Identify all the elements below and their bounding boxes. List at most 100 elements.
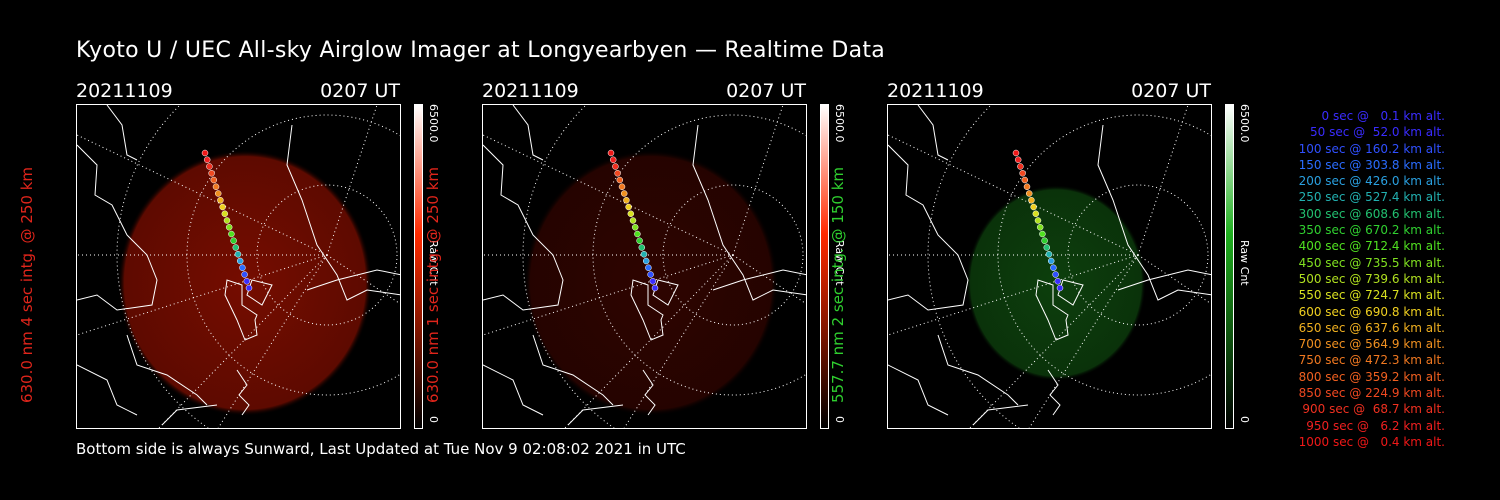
legend-entry: 100 sec @ 160.2 km alt.	[1298, 141, 1445, 156]
trajectory-point	[1047, 257, 1055, 265]
trajectory-point	[230, 237, 237, 244]
trajectory-point	[1056, 284, 1064, 292]
coastline	[1097, 124, 1211, 301]
coastline	[937, 334, 1019, 406]
trajectory-point	[206, 163, 213, 170]
coastline	[692, 124, 806, 301]
trajectory-point	[1045, 251, 1053, 258]
legend-entry: 700 sec @ 564.9 km alt.	[1298, 337, 1445, 352]
trajectory-point	[208, 170, 215, 177]
colorbar-unit: Raw Cnt	[1238, 240, 1251, 286]
coastline	[512, 105, 544, 161]
panel-ylabel: 557.7 nm 2 sec intg. @ 150 km	[829, 166, 847, 404]
colorbar-max: 6500.0	[833, 104, 846, 143]
trajectory-point	[1030, 203, 1037, 211]
coastline	[972, 404, 1029, 426]
grid-circle	[662, 184, 804, 326]
trajectory-point	[629, 217, 637, 224]
trajectory-point	[627, 210, 635, 217]
grid-line	[1028, 254, 1139, 428]
trajectory-point	[228, 230, 235, 238]
trajectory-point	[245, 284, 253, 292]
legend-entry: 150 sec @ 303.8 km alt.	[1298, 157, 1445, 172]
colorbar	[820, 104, 829, 429]
imager-panel-1: 20211109 0207 UT 630.0 nm 4 sec intg. @ …	[18, 80, 476, 430]
trajectory-point	[640, 251, 648, 258]
trajectory-point	[1034, 217, 1042, 224]
coastline	[286, 124, 400, 301]
trajectory-point	[243, 278, 251, 285]
coastline	[161, 404, 218, 426]
coastline	[236, 369, 250, 416]
legend-entry: 850 sec @ 224.9 km alt.	[1298, 386, 1445, 401]
trajectory-point	[612, 163, 619, 170]
grid-line	[969, 254, 1139, 428]
coastline	[712, 269, 806, 291]
trajectory-point	[1014, 156, 1022, 163]
coastline	[106, 105, 138, 161]
trajectory-point	[631, 224, 639, 231]
colorbar-min: 0	[833, 416, 846, 423]
panel-date: 20211109	[76, 80, 173, 102]
allsky-map	[887, 104, 1212, 429]
panel-time: 0207 UT	[726, 80, 806, 102]
trajectory-point	[225, 224, 233, 231]
trajectory-point	[1050, 264, 1057, 271]
panel-ylabel: 630.0 nm 1 sec intg. @ 250 km	[424, 166, 442, 404]
colorbar	[414, 104, 423, 429]
colorbar-min: 0	[1238, 416, 1251, 423]
grid-line	[217, 254, 328, 428]
colorbar-unit: Raw Cnt	[427, 240, 440, 286]
coastline	[642, 369, 656, 416]
panel-date: 20211109	[482, 80, 579, 102]
panel-date: 20211109	[887, 80, 984, 102]
trajectory-point	[614, 170, 621, 177]
trajectory-point	[649, 278, 657, 285]
legend-entry: 950 sec @ 6.2 km alt.	[1306, 418, 1445, 433]
coastline	[306, 269, 400, 291]
trajectory-point	[232, 244, 240, 251]
trajectory-point	[618, 183, 626, 190]
trajectory-point	[1017, 163, 1024, 170]
coastline	[126, 334, 208, 406]
legend-entry: 200 sec @ 426.0 km alt.	[1298, 174, 1445, 189]
colorbar-unit: Raw Cnt	[833, 240, 846, 286]
grid-line	[1137, 105, 1189, 256]
legend-entry: 50 sec @ 52.0 km alt.	[1310, 125, 1445, 140]
colorbar	[1225, 104, 1234, 429]
trajectory-point	[1025, 190, 1033, 197]
grid-line	[564, 254, 734, 428]
trajectory-point	[201, 149, 209, 157]
coastline	[630, 279, 664, 341]
footer-note: Bottom side is always Sunward, Last Upda…	[76, 440, 686, 458]
coastline	[77, 144, 158, 311]
legend-entry: 1000 sec @ 0.4 km alt.	[1298, 434, 1445, 449]
legend-entry: 0 sec @ 0.1 km alt.	[1321, 109, 1446, 123]
grid-line	[623, 254, 734, 428]
trajectory-point	[239, 264, 246, 271]
trajectory-point	[1052, 271, 1059, 278]
colorbar-min: 0	[427, 416, 440, 423]
trajectory-point	[647, 271, 654, 278]
trajectory-point	[234, 251, 242, 258]
imager-panel-3: 20211109 0207 UT 557.7 nm 2 sec intg. @ …	[829, 80, 1287, 430]
coastline	[888, 144, 969, 311]
coastline	[917, 105, 949, 161]
trajectory-point	[616, 176, 624, 184]
trajectory-point	[636, 237, 643, 244]
coastline	[1117, 269, 1211, 291]
trajectory-point	[1019, 170, 1026, 177]
legend-entry: 600 sec @ 690.8 km alt.	[1298, 304, 1445, 319]
legend-entry: 900 sec @ 68.7 km alt.	[1302, 402, 1445, 417]
legend-entry: 300 sec @ 608.6 km alt.	[1298, 206, 1445, 221]
grid-circle	[1067, 184, 1209, 326]
trajectory-point	[221, 210, 229, 217]
trajectory-point	[1039, 230, 1046, 238]
trajectory-legend: 0 sec @ 0.1 km alt. 50 sec @ 52.0 km alt.…	[1255, 108, 1445, 450]
grid-line	[158, 254, 328, 428]
map-svg	[77, 105, 400, 428]
trajectory-point	[1028, 197, 1035, 204]
trajectory-point	[634, 230, 641, 238]
trajectory-point	[236, 257, 244, 265]
coastline	[246, 279, 273, 306]
